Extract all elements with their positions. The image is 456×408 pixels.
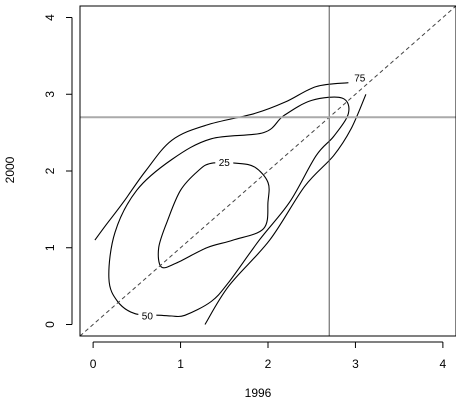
contour-line [108, 96, 350, 318]
y-tick-label: 3 [43, 91, 57, 98]
plot-frame [79, 5, 456, 337]
contour-label-background [350, 71, 369, 85]
contour-label: 75 [354, 73, 366, 84]
contour-label-background [215, 156, 234, 170]
contour-label: 25 [219, 158, 231, 169]
x-tick-label: 3 [352, 357, 359, 371]
reference-lines [79, 5, 456, 337]
contour-line [157, 162, 270, 269]
y-axis-label: 2000 [3, 156, 17, 183]
x-tick-label: 4 [440, 357, 447, 371]
y-tick-label: 1 [43, 244, 57, 251]
axes: 0 1 2 3 4 0 1 2 3 4 [43, 14, 447, 371]
y-tick-label: 4 [43, 14, 57, 21]
x-tick-label: 0 [90, 357, 97, 371]
contour-layer: 25 75 50 [94, 71, 369, 325]
contour-line [204, 94, 367, 325]
x-axis-label: 1996 [245, 386, 272, 400]
x-tick-label: 1 [177, 357, 184, 371]
y-tick-label: 0 [43, 321, 57, 328]
y-tick-label: 2 [43, 167, 57, 174]
contour-label: 50 [142, 311, 154, 322]
contour-line [94, 82, 349, 241]
x-tick-label: 2 [265, 357, 272, 371]
diagonal-reference-line [79, 5, 456, 337]
contour-label-background [138, 309, 157, 323]
